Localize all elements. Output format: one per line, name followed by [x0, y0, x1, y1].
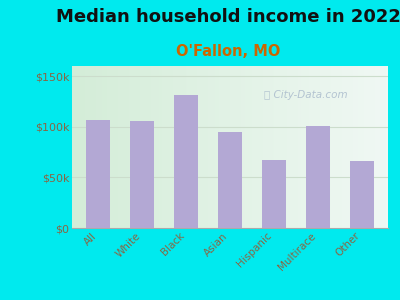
Bar — [350, 161, 374, 228]
Bar — [262, 160, 286, 228]
Bar — [86, 120, 110, 228]
Text: ⌕ City-Data.com: ⌕ City-Data.com — [264, 90, 348, 100]
Text: O'Fallon, MO: O'Fallon, MO — [176, 44, 280, 59]
Bar — [306, 126, 330, 228]
Bar — [174, 95, 198, 228]
Text: Median household income in 2022: Median household income in 2022 — [56, 8, 400, 26]
Bar — [218, 132, 242, 228]
Bar — [130, 121, 154, 228]
